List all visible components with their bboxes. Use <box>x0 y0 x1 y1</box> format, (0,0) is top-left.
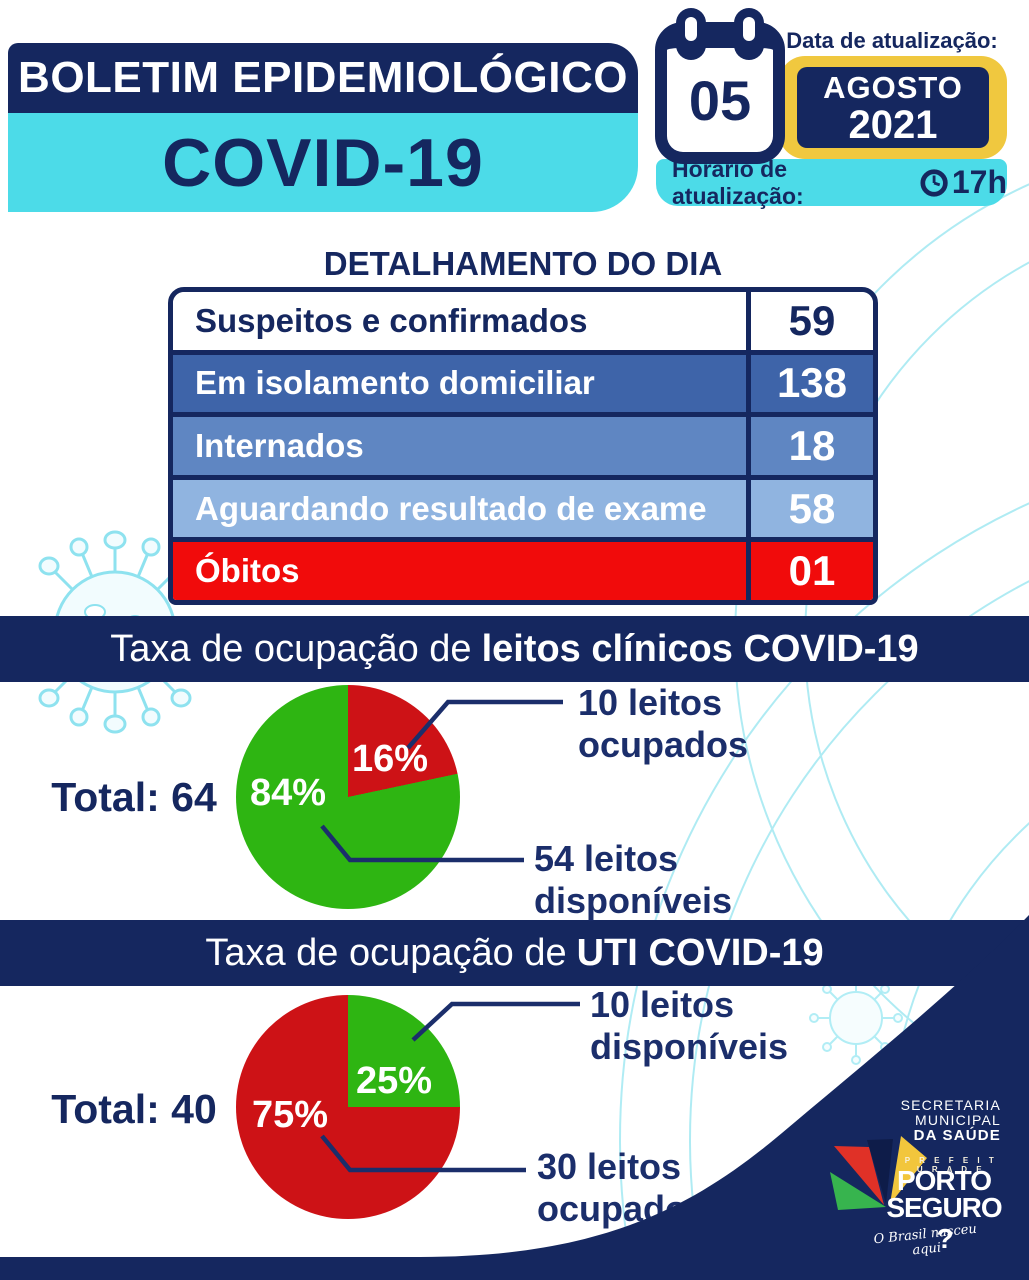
pie-slice-label: 16% <box>352 738 429 780</box>
daily-table: Suspeitos e confirmados 59 Em isolamento… <box>168 287 878 605</box>
header-covid-bar: COVID-19 <box>8 113 638 212</box>
section-banner-clinical: Taxa de ocupação de leitos clínicos COVI… <box>0 616 1029 682</box>
row-label: Em isolamento domiciliar <box>195 364 595 402</box>
city-line: PORTO <box>896 1165 992 1196</box>
day-number: 05 <box>688 68 752 132</box>
table-row: Suspeitos e confirmados 59 <box>173 292 873 350</box>
row-label: Suspeitos e confirmados <box>195 301 588 339</box>
org-line: DA SAÚDE <box>913 1127 1001 1144</box>
update-date-label: Data de atualização: <box>786 28 998 53</box>
callout-line1: 10 leitos <box>578 682 723 723</box>
table-row: Em isolamento domiciliar 138 <box>173 349 873 413</box>
month-year-box: AGOSTO 2021 <box>797 67 989 148</box>
calendar-ring-icon <box>734 8 764 60</box>
pie-slice-label: 75% <box>252 1094 329 1136</box>
row-value: 59 <box>746 292 873 350</box>
year-label: 2021 <box>848 102 938 147</box>
covid-title: COVID-19 <box>162 124 484 201</box>
row-label: Internados <box>195 426 364 464</box>
header: BOLETIM EPIDEMIOLÓGICO COVID-19 <box>8 43 638 212</box>
org-line: SECRETARIA <box>900 1097 1001 1113</box>
banner-text-bold: leitos clínicos COVID-19 <box>481 627 919 670</box>
banner-text-bold: UTI COVID-19 <box>576 931 824 974</box>
city-line: SEGURO <box>886 1192 1002 1223</box>
callout-line2: disponíveis <box>590 1026 789 1067</box>
table-title: DETALHAMENTO DO DIA <box>323 245 723 282</box>
callout-line2: ocupados <box>537 1188 708 1229</box>
row-label: Óbitos <box>195 552 300 590</box>
callout-occupied-clinical: 10 leitos ocupados <box>578 682 748 766</box>
row-value: 18 <box>746 417 873 475</box>
row-value: 01 <box>746 542 873 600</box>
callout-available-clinical: 54 leitos disponíveis <box>534 838 732 922</box>
callout-line1: 54 leitos <box>534 838 679 879</box>
total-label: Total: 64 <box>51 774 217 820</box>
header-title-bar: BOLETIM EPIDEMIOLÓGICO <box>8 43 638 113</box>
secretaria-block: SECRETARIA MUNICIPAL DA SAÚDE <box>901 1098 1001 1144</box>
table-row: Internados 18 <box>173 412 873 475</box>
callout-occupied-icu: 30 leitos ocupados <box>537 1146 707 1230</box>
callout-line1: 30 leitos <box>537 1146 682 1187</box>
banner-text-regular: Taxa de ocupação de <box>205 931 567 974</box>
org-line: MUNICIPAL <box>915 1112 1001 1128</box>
table-row-deaths: Óbitos 01 <box>173 537 873 600</box>
calendar-icon: 05 <box>655 22 785 164</box>
callout-line1: 10 leitos <box>590 984 735 1025</box>
callout-line2: ocupados <box>578 724 749 765</box>
table-row: Aguardando resultado de exame 58 <box>173 474 873 538</box>
row-label: Aguardando resultado de exame <box>195 489 707 527</box>
pie-slice-label: 84% <box>250 772 327 814</box>
callout-available-icu: 10 leitos disponíveis <box>590 984 788 1068</box>
callout-line2: disponíveis <box>534 880 733 921</box>
update-time-value: 17h <box>951 164 1007 200</box>
banner-text-regular: Taxa de ocupação de <box>110 627 472 670</box>
calendar-ring-icon <box>676 8 706 60</box>
clock-icon <box>920 168 948 197</box>
section-banner-icu: Taxa de ocupação de UTI COVID-19 <box>0 920 1029 986</box>
pie-slice-label: 25% <box>356 1060 433 1102</box>
update-time-strip: Horário de atualização: 17h <box>656 156 1007 209</box>
month-label: AGOSTO <box>823 69 963 105</box>
total-label: Total: 40 <box>51 1086 217 1132</box>
row-value: 58 <box>746 479 873 538</box>
bulletin-title: BOLETIM EPIDEMIOLÓGICO <box>18 53 628 102</box>
row-value: 138 <box>746 354 873 413</box>
